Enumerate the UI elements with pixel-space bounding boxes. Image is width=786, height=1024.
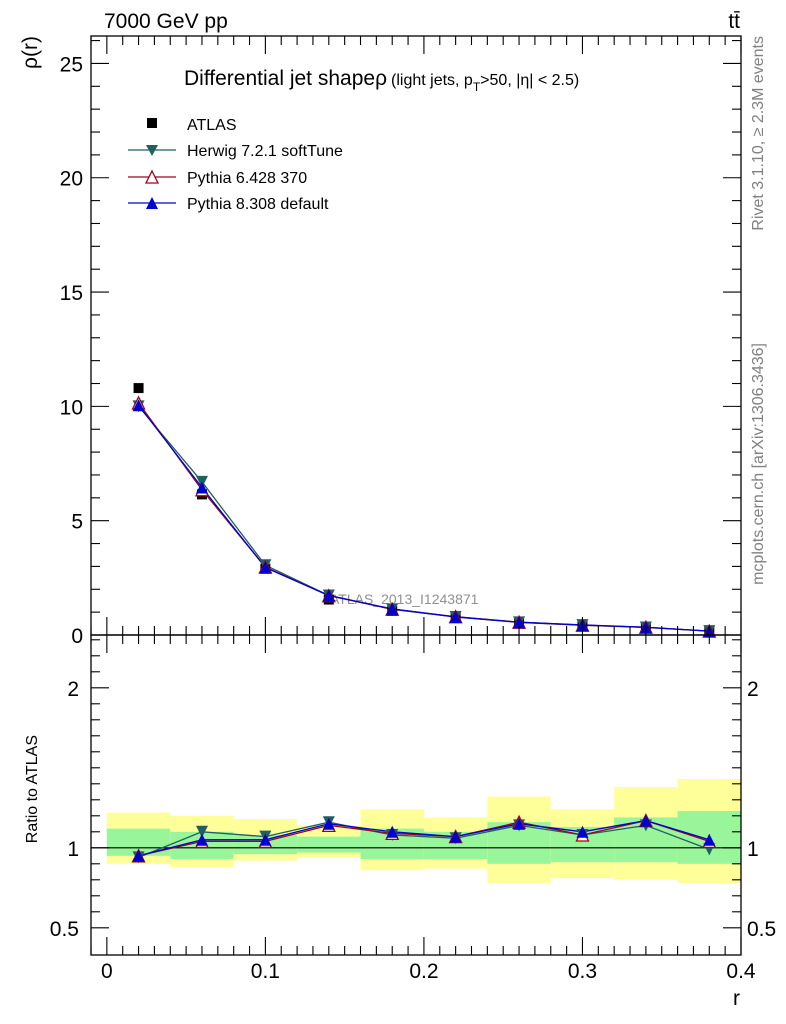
ratio-point-pythia <box>703 833 716 846</box>
source-label: mcplots.cern.ch [arXiv:1306.3436] <box>750 343 767 585</box>
ratio-point-pythia <box>132 849 145 862</box>
legend-label-atlas: ATLAS <box>187 117 237 134</box>
ratio-point-pythia <box>639 814 652 827</box>
ratio-y-tick-label-right: 0.5 <box>747 918 776 941</box>
x-tick-label: 0.4 <box>726 960 756 983</box>
x-tick-label: 0.3 <box>568 960 597 983</box>
data-point-atlas <box>133 383 144 394</box>
y-tick-label: 20 <box>60 168 83 191</box>
title-sub-end: >50, |η| < 2.5) <box>480 72 579 89</box>
ratio-uncertainty-bands <box>91 779 741 883</box>
ratio-ylabel: Ratio to ATLAS <box>24 735 41 843</box>
data-point-pythia <box>513 616 526 629</box>
ratio-line-herwig <box>138 821 710 859</box>
legend-marker-pythia6 <box>144 169 160 184</box>
ratio-line-pythia <box>138 819 710 857</box>
data-point-pythia <box>132 399 145 412</box>
ratio-y-tick-label-right: 2 <box>747 678 759 701</box>
x-tick-label: 0 <box>101 960 113 983</box>
y-tick-label: 5 <box>71 511 83 534</box>
ratio-point-pythia <box>322 817 335 830</box>
ratio-y-tick-label-right: 1 <box>747 838 759 861</box>
ratio-point-pythia <box>195 833 208 846</box>
watermark: ATLAS_2013_I1243871 <box>330 591 479 607</box>
y-tick-label: 15 <box>60 282 83 305</box>
legend-label-pythia6: Pythia 6.428 370 <box>187 170 307 187</box>
x-tick-label: 0.1 <box>251 960 280 983</box>
data-point-pythia <box>386 602 399 615</box>
legend-marker-pythia8 <box>146 197 158 209</box>
ratio-series-layer <box>131 813 717 864</box>
ratio-point-pythia <box>449 830 462 843</box>
data-point-pythia <box>259 561 272 574</box>
title-sub-index: T <box>473 80 481 94</box>
rivet-label: Rivet 3.1.10, ≥ 2.3M events <box>750 36 767 231</box>
title-sub: (light jets, p <box>391 72 473 89</box>
y-tick-label: 25 <box>60 53 83 76</box>
ratio-point-pythia <box>259 833 272 846</box>
ratio-point-pythia <box>513 817 526 830</box>
x-tick-label: 0.2 <box>409 960 438 983</box>
energy-label: 7000 GeV pp <box>104 10 228 33</box>
data-point-pythia <box>195 481 208 494</box>
legend: ATLAS Herwig 7.2.1 softTune Pythia 6.428… <box>128 117 343 213</box>
ratio-y-tick-label-left: 2 <box>67 678 79 701</box>
chart-title: Differential jet shapeρ (light jets, pT>5… <box>184 67 579 94</box>
data-point-pythia <box>322 589 335 602</box>
x-axis-label: r <box>733 987 740 1010</box>
main-ylabel: ρ(r) <box>19 36 42 69</box>
process-label: tt̄ <box>728 10 740 33</box>
y-tick-label: 10 <box>60 396 83 419</box>
band-inner-bin <box>297 836 361 853</box>
ratio-point-pythia <box>386 825 399 838</box>
legend-label-pythia8: Pythia 8.308 default <box>187 196 329 213</box>
title-rho: ρ <box>375 67 387 90</box>
ratio-point-herwig <box>195 825 208 838</box>
legend-marker-herwig <box>146 145 158 156</box>
ratio-point-pythia <box>576 825 589 838</box>
title-main: Differential jet shape <box>184 67 375 90</box>
legend-label-herwig: Herwig 7.2.1 softTune <box>187 143 343 160</box>
legend-marker-atlas <box>147 118 157 128</box>
y-tick-label: 0 <box>71 625 83 648</box>
ratio-y-tick-label-left: 0.5 <box>50 918 79 941</box>
data-point-pythia <box>449 610 462 623</box>
ratio-line-pythia <box>138 819 710 857</box>
ratio-plot-frame <box>90 634 742 956</box>
ratio-y-tick-label-left: 1 <box>67 838 79 861</box>
